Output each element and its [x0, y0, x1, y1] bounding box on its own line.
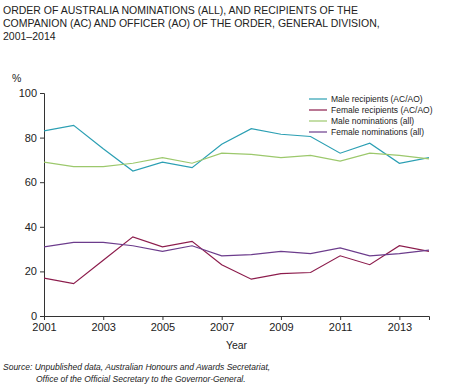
legend-label: Female recipients (AC/AO): [331, 105, 433, 115]
x-axis-line: [45, 317, 430, 321]
legend-swatch: [309, 131, 327, 132]
legend-swatch: [309, 109, 327, 110]
y-tick-mark: [40, 182, 44, 183]
x-tick: 2011: [329, 316, 353, 333]
legend-label: Female nominations (all): [331, 127, 424, 137]
x-tick-label: 2013: [388, 321, 412, 333]
series-line: [44, 237, 429, 284]
x-tick: 2013: [388, 316, 412, 333]
y-tick: 100: [19, 87, 44, 99]
x-tick: 2001: [32, 316, 56, 333]
y-tick-mark: [40, 227, 44, 228]
y-tick-label: 100: [19, 87, 37, 99]
y-tick-mark: [40, 271, 44, 272]
legend-label: Male recipients (AC/AO): [331, 94, 423, 104]
source: Office of the Official Secretary to the …: [36, 374, 246, 384]
source: Source: Unpublished data, Australian Hon…: [3, 362, 270, 372]
y-tick-mark: [40, 93, 44, 94]
legend-swatch: [309, 98, 327, 99]
legend-label: Male nominations (all): [331, 116, 414, 126]
x-tick: 2005: [151, 316, 175, 333]
x-tick-label: 2005: [151, 321, 175, 333]
series-line: [44, 242, 429, 255]
y-tick: 60: [25, 176, 44, 188]
chart: ORDER OF AUSTRALIA NOMINATIONS (ALL), AN…: [0, 0, 458, 392]
series-line: [44, 153, 429, 166]
series-line: [44, 125, 429, 171]
y-tick-label: 40: [25, 221, 37, 233]
y-tick-label: 80: [25, 132, 37, 144]
y-tick: 40: [25, 221, 44, 233]
x-tick-label: 2011: [329, 321, 353, 333]
y-axis-label: %: [12, 72, 21, 84]
title: ORDER OF AUSTRALIA NOMINATIONS (ALL), AN…: [3, 4, 358, 16]
y-tick-mark: [40, 316, 44, 317]
x-axis-label: Year: [226, 339, 248, 351]
plot: 0204060801002001200320052007200920112013: [19, 87, 430, 333]
y-tick: 20: [25, 265, 44, 277]
y-tick-mark: [40, 138, 44, 139]
x-tick: 2003: [91, 316, 115, 333]
x-tick-mark: [340, 316, 341, 320]
y-tick-label: 20: [25, 265, 37, 277]
x-tick-mark: [281, 316, 282, 320]
x-tick: 2007: [210, 316, 234, 333]
y-tick: 80: [25, 132, 44, 144]
x-tick-label: 2009: [269, 321, 293, 333]
title: COMPANION (AC) AND OFFICER (AO) OF THE O…: [3, 17, 380, 29]
y-tick-label: 60: [25, 176, 37, 188]
x-tick-label: 2001: [32, 321, 56, 333]
legend-swatch: [309, 120, 327, 121]
y-axis: 020406080100: [19, 87, 45, 322]
legend: Male recipients (AC/AO)Female recipients…: [309, 94, 433, 137]
x-tick-mark: [162, 316, 163, 320]
x-tick-label: 2003: [91, 321, 115, 333]
lines: [44, 125, 429, 283]
x-tick-mark: [44, 316, 45, 320]
title: 2001–2014: [3, 30, 56, 42]
x-tick-label: 2007: [210, 321, 234, 333]
y-axis-line: [40, 94, 45, 317]
x-tick: 2009: [269, 316, 293, 333]
x-tick-mark: [399, 316, 400, 320]
x-tick-mark: [103, 316, 104, 320]
x-tick-mark: [222, 316, 223, 320]
x-axis: 2001 2003 2005 2007 2009 2011 2013: [32, 316, 429, 333]
